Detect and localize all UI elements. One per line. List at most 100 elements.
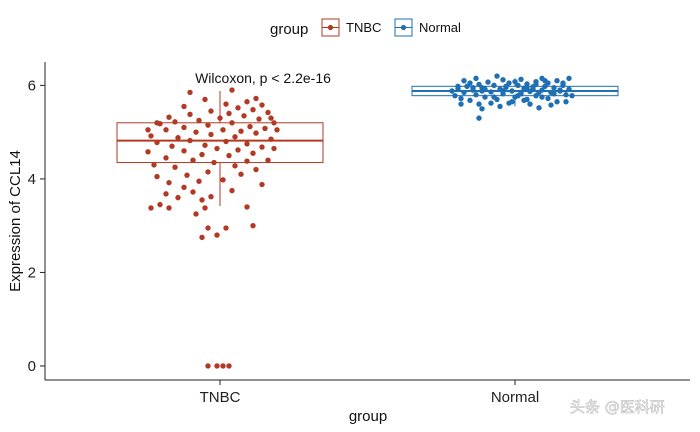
data-point: [476, 115, 482, 121]
data-point: [145, 127, 151, 133]
data-point: [163, 155, 169, 161]
data-point: [220, 177, 226, 183]
data-point: [497, 103, 503, 110]
data-point: [518, 76, 524, 83]
x-tick-label: TNBC: [200, 389, 241, 406]
data-point: [214, 232, 220, 238]
data-point: [274, 127, 280, 133]
data-point: [163, 127, 169, 133]
data-point: [172, 119, 178, 125]
legend-key-tnbc: [321, 18, 340, 37]
data-point: [229, 120, 235, 126]
legend: group TNBC Normal: [270, 18, 461, 38]
data-point: [235, 105, 241, 111]
data-point: [226, 363, 232, 369]
data-point: [536, 105, 542, 111]
data-point: [211, 159, 217, 166]
data-point: [187, 137, 193, 144]
data-point: [265, 157, 271, 163]
data-point: [220, 127, 226, 133]
data-point: [214, 363, 220, 369]
data-point: [268, 136, 274, 142]
data-point: [533, 81, 539, 88]
data-point: [551, 91, 557, 97]
data-point: [271, 145, 277, 152]
data-point: [473, 75, 479, 82]
data-point: [265, 109, 271, 116]
data-point: [154, 120, 160, 126]
box-iqr: [116, 122, 324, 164]
data-point: [208, 131, 214, 138]
data-point: [503, 83, 509, 90]
wilcoxon-annotation: Wilcoxon, p < 2.2e-16: [195, 70, 331, 86]
data-point: [509, 99, 515, 105]
data-point: [476, 101, 482, 107]
data-point: [536, 89, 542, 96]
data-point: [193, 129, 199, 135]
data-point: [259, 144, 265, 150]
data-point: [247, 123, 253, 130]
data-point: [238, 171, 244, 177]
y-tick-label: 4: [28, 171, 36, 188]
box-tnbc: [116, 90, 324, 207]
data-point: [470, 85, 476, 91]
data-point: [566, 86, 572, 92]
data-point: [214, 145, 220, 152]
legend-key-normal: [394, 18, 413, 37]
data-point: [157, 201, 163, 208]
data-point: [262, 125, 268, 132]
data-point: [479, 88, 485, 94]
data-point: [467, 80, 473, 86]
data-point: [545, 95, 551, 102]
data-point: [154, 139, 160, 146]
data-point: [163, 191, 169, 197]
data-point: [512, 78, 518, 85]
data-point: [253, 166, 259, 173]
x-ticks: TNBC Normal: [200, 380, 539, 406]
data-point: [473, 92, 479, 98]
data-point: [476, 81, 482, 88]
data-point: [223, 225, 229, 231]
data-point: [238, 128, 244, 134]
data-point: [458, 101, 464, 107]
y-tick-label: 2: [28, 264, 36, 281]
data-point: [205, 122, 211, 128]
data-point: [196, 178, 202, 184]
data-point: [208, 193, 214, 200]
data-point: [554, 78, 560, 84]
data-point: [524, 81, 530, 87]
data-point: [181, 103, 187, 110]
legend-label-tnbc: TNBC: [346, 20, 381, 35]
data-point: [220, 363, 226, 369]
data-point: [187, 89, 193, 96]
data-point: [244, 158, 250, 164]
data-point: [569, 92, 575, 99]
data-point: [148, 205, 154, 211]
data-point: [479, 106, 485, 112]
data-point: [500, 88, 506, 94]
data-point: [181, 124, 187, 131]
data-point: [196, 117, 202, 124]
data-point: [557, 87, 563, 93]
data-point: [148, 133, 154, 139]
data-point: [560, 80, 566, 86]
data-point: [244, 204, 250, 210]
data-point: [256, 116, 262, 122]
x-axis-title: group: [349, 408, 387, 425]
data-point: [232, 134, 238, 140]
data-point: [491, 94, 497, 100]
data-point: [151, 162, 157, 168]
data-point: [199, 234, 205, 241]
data-point: [202, 205, 208, 211]
data-point: [223, 138, 229, 145]
data-point: [482, 94, 488, 100]
data-point: [494, 73, 500, 79]
data-point: [542, 78, 548, 84]
data-point: [530, 86, 536, 92]
data-point: [208, 108, 214, 114]
data-point: [491, 82, 497, 89]
data-point: [235, 147, 241, 153]
data-point: [259, 102, 265, 108]
data-point: [271, 120, 277, 126]
